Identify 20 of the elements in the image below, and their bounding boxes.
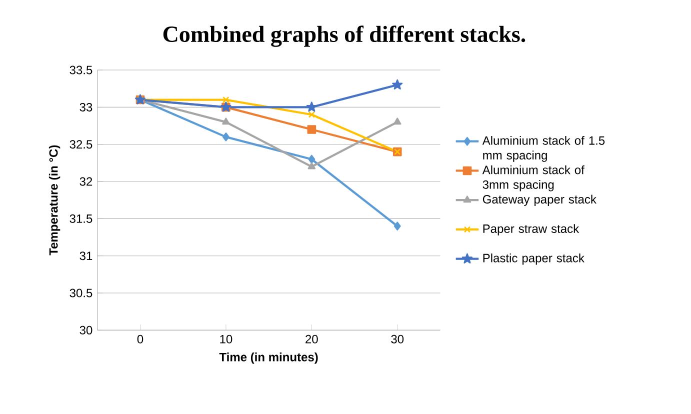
legend-label: Gateway paper stack bbox=[482, 194, 596, 206]
x-tick-label: 20 bbox=[306, 334, 318, 344]
y-tick-label: 30.5 bbox=[70, 288, 92, 298]
x-tick-label: 0 bbox=[137, 334, 144, 344]
y-tick-label: 33 bbox=[80, 102, 92, 112]
chart-title: Combined graphs of different stacks. bbox=[163, 26, 526, 47]
x-tick-label: 10 bbox=[220, 334, 232, 344]
y-tick-label: 32.5 bbox=[70, 140, 92, 149]
legend-label: Aluminium stack of 1.5 mm spacing bbox=[482, 136, 605, 162]
y-tick-label: 31 bbox=[80, 251, 92, 260]
legend-label: Aluminium stack of 3mm spacing bbox=[482, 165, 584, 192]
y-tick-label: 31.5 bbox=[70, 214, 92, 223]
x-axis-title: Time (in minutes) bbox=[219, 352, 318, 364]
y-tick-label: 30 bbox=[80, 326, 92, 334]
y-tick-label: 32 bbox=[80, 177, 92, 186]
legend-label: Plastic paper stack bbox=[483, 253, 584, 265]
y-axis-title: Temperature (in °C) bbox=[48, 145, 60, 256]
y-tick-label: 33.5 bbox=[70, 66, 92, 74]
x-tick-label: 30 bbox=[391, 334, 404, 344]
legend-label: Paper straw stack bbox=[483, 224, 580, 236]
